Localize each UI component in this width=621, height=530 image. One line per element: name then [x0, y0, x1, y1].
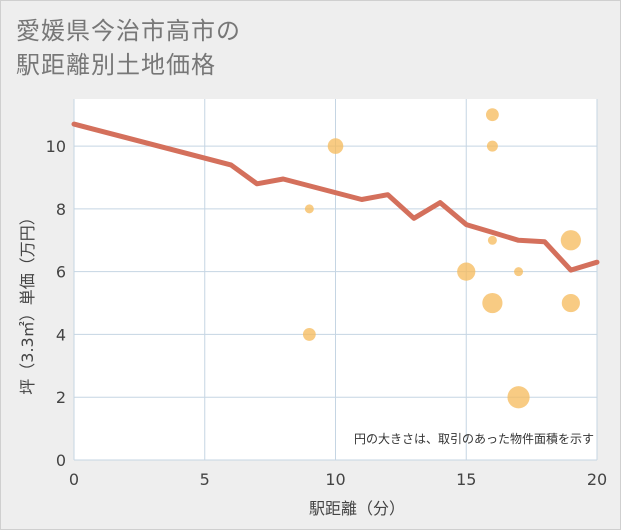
axis-ticks: 0 5 10 15 20 0 2 4 6 8 10: [46, 137, 608, 489]
y-tick-label: 4: [56, 325, 66, 344]
chart-title: 愛媛県今治市高市の 駅距離別土地価格: [16, 14, 241, 82]
chart-title-line1: 愛媛県今治市高市の: [16, 17, 241, 45]
bubble-point: [507, 386, 530, 409]
bubble-point: [302, 328, 316, 341]
bubble-point: [304, 204, 314, 214]
bubble-point: [327, 138, 344, 154]
chart-title-line2: 駅距離別土地価格: [16, 51, 216, 79]
bubble-point: [457, 262, 476, 281]
bubble-point: [560, 230, 581, 251]
bubble-point: [561, 293, 580, 313]
average-price-line: [71, 121, 600, 273]
bubble-point: [486, 140, 498, 152]
x-tick-label: 20: [587, 470, 607, 489]
x-axis-title: 駅距離（分）: [309, 499, 405, 518]
x-tick-label: 5: [200, 470, 210, 489]
x-tick-label: 15: [456, 470, 476, 489]
y-axis-title: 坪（3.3㎡）単価（万円）: [18, 209, 37, 394]
y-tick-label: 2: [56, 388, 66, 407]
average-line-series: [71, 121, 600, 273]
bubble-point: [486, 108, 499, 122]
y-tick-label: 0: [56, 451, 66, 470]
y-tick-label: 6: [56, 263, 66, 282]
bubble-size-note: 円の大きさは、取引のあった物件面積を示す: [354, 431, 594, 446]
bubble-point: [482, 292, 503, 314]
y-tick-label: 8: [56, 200, 66, 219]
x-tick-label: 0: [69, 470, 79, 489]
x-tick-label: 10: [325, 470, 345, 489]
y-tick-label: 10: [46, 137, 66, 156]
bubble-point: [487, 235, 497, 245]
bubble-point: [514, 267, 524, 277]
bubble-series: [302, 108, 581, 409]
